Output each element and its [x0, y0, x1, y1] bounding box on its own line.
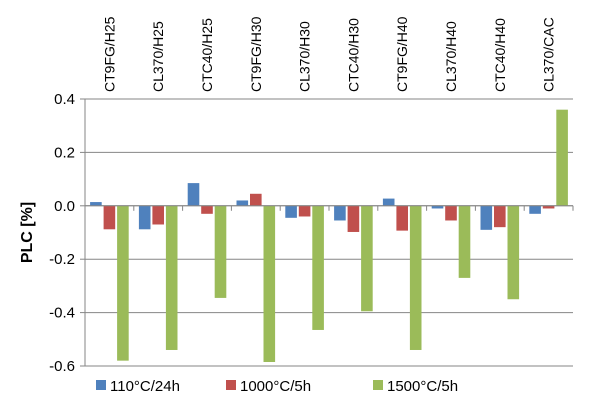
legend-label: 1000°C/5h	[240, 378, 311, 395]
bar	[480, 205, 493, 230]
category-label: CL370/H25	[150, 21, 166, 92]
axes	[80, 98, 574, 367]
bar	[529, 205, 541, 214]
bar	[165, 205, 178, 350]
bar	[285, 205, 297, 218]
legend-swatch	[226, 380, 236, 390]
category-label: CTC40/H40	[492, 18, 508, 92]
y-tick-label: 0.4	[54, 91, 75, 108]
legend-item: 1000°C/5h	[226, 378, 311, 395]
bar	[214, 205, 227, 298]
bar	[361, 205, 373, 312]
bar	[382, 198, 395, 206]
y-tick-label: -0.2	[49, 251, 75, 268]
y-axis-label: PLC [%]	[19, 202, 36, 263]
category-label: CTC40/H25	[199, 18, 215, 92]
bar	[507, 205, 520, 300]
category-label: CT9FG/H30	[248, 16, 264, 92]
bar	[236, 200, 249, 206]
legend-label: 1500°C/5h	[387, 378, 458, 395]
legend: 110°C/24h 1000°C/5h 1500°C/5h	[96, 378, 458, 395]
bar	[201, 205, 213, 214]
legend-label: 110°C/24h	[110, 378, 180, 395]
y-tick-label: 0.0	[54, 198, 75, 215]
category-label: CT9FG/H25	[101, 16, 117, 92]
bar	[90, 202, 102, 206]
bar	[138, 205, 151, 230]
category-label: CL370/H40	[443, 21, 459, 92]
bar	[445, 205, 457, 221]
category-label: CT9FG/H40	[394, 16, 410, 92]
legend-swatch	[96, 380, 106, 390]
bar	[347, 205, 360, 232]
bar	[117, 205, 129, 361]
bar	[494, 205, 506, 228]
bars	[90, 109, 568, 362]
bar	[458, 205, 471, 278]
y-tick-label: -0.4	[49, 305, 75, 322]
bar	[263, 205, 276, 362]
bar	[187, 183, 200, 206]
bar	[312, 205, 324, 330]
bar	[556, 109, 568, 206]
bar	[409, 205, 422, 350]
y-tick-labels: -0.6 -0.4 -0.2 0.0 0.2 0.4	[49, 91, 75, 375]
y-tick-label: 0.2	[54, 144, 75, 161]
category-labels: CT9FG/H25 CL370/H25 CTC40/H25 CT9FG/H30 CL37…	[101, 16, 556, 92]
category-label: CL370/H30	[297, 21, 313, 92]
category-label: CTC40/H30	[345, 18, 361, 92]
bar	[250, 193, 262, 206]
bar	[431, 205, 444, 209]
bar	[298, 205, 311, 217]
bar	[542, 205, 555, 209]
legend-item: 110°C/24h	[96, 378, 180, 395]
gridlines	[85, 98, 573, 367]
bar	[152, 205, 164, 225]
legend-item: 1500°C/5h	[373, 378, 458, 395]
legend-swatch	[373, 380, 383, 390]
category-label: CL370/CAC	[541, 17, 557, 92]
y-tick-label: -0.6	[49, 358, 75, 375]
bar	[396, 205, 408, 231]
bar	[334, 205, 346, 221]
bar	[103, 205, 116, 230]
